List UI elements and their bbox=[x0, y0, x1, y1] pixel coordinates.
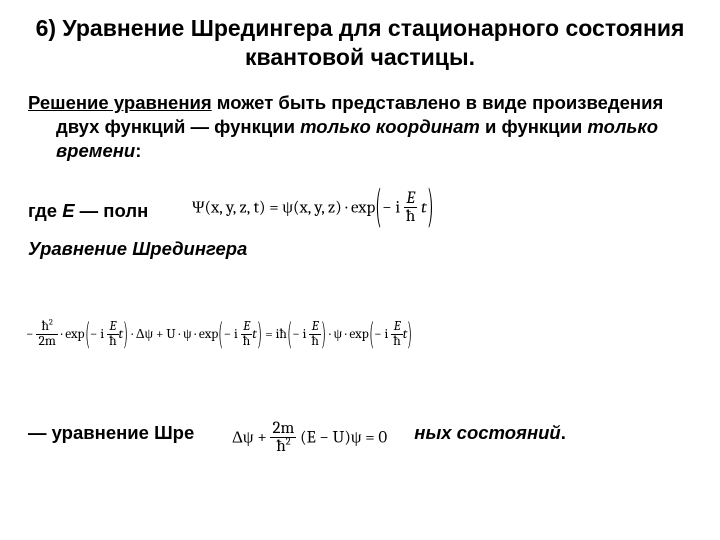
eq2-h2b: ħ bbox=[241, 335, 252, 350]
eq2-frac1: ħ2 2m bbox=[36, 320, 57, 349]
eq2-E1: E bbox=[107, 320, 118, 335]
eq3-rest: (E − U)ψ = 0 bbox=[300, 429, 387, 448]
eq2-E3: E bbox=[309, 320, 320, 335]
eq2-t2: t bbox=[252, 327, 257, 342]
para1-underlined: Решение уравнения bbox=[28, 92, 212, 113]
eq1-t: t bbox=[421, 199, 427, 218]
where-label: где bbox=[28, 200, 62, 221]
eq3-hbar: ħ bbox=[276, 437, 285, 456]
eq2-h3: ħ bbox=[309, 335, 320, 350]
slide: 6) Уравнение Шредингера для стационарног… bbox=[0, 0, 720, 540]
last-italic: ных состояний bbox=[414, 422, 560, 443]
eq2-h4: ħ bbox=[391, 335, 402, 350]
eq1-lhs: Ψ(x, y, z, t) = ψ(x, y, z) · exp bbox=[192, 199, 375, 218]
paragraph-1: Решение уравнения может быть представлен… bbox=[28, 91, 692, 163]
eq2-dpsi: · Δψ + U · ψ · exp bbox=[131, 327, 218, 342]
eq1-E: E bbox=[404, 190, 417, 208]
eq2-2m: 2m bbox=[36, 335, 57, 350]
eq2-psiexp: · ψ · exp bbox=[329, 327, 369, 342]
eq2-fracE2: E ħ bbox=[241, 320, 252, 349]
eq2-E4: E bbox=[391, 320, 402, 335]
eq1-i: − i bbox=[382, 199, 400, 218]
eq2-E2: E bbox=[241, 320, 252, 335]
eq2-i1: − i bbox=[90, 327, 104, 342]
slide-title: 6) Уравнение Шредингера для стационарног… bbox=[28, 14, 692, 73]
eq2-i3: − i bbox=[292, 327, 306, 342]
eq3-2m: 2m bbox=[270, 420, 296, 438]
equation-1: Ψ(x, y, z, t) = ψ(x, y, z) · exp(− i E ħ… bbox=[188, 188, 438, 228]
eq2-eq: = iħ bbox=[265, 327, 287, 342]
last-end: . bbox=[561, 422, 566, 443]
spacer-4 bbox=[28, 393, 692, 421]
eq2-fracE4: E ħ bbox=[391, 320, 402, 349]
eq2-i2: − i bbox=[224, 327, 238, 342]
eq2-hbar-top: ħ bbox=[42, 319, 49, 334]
eq1-frac: E ħ bbox=[404, 190, 417, 226]
eq3-frac: 2m ħ2 bbox=[270, 420, 296, 456]
where-rest: — полн bbox=[75, 200, 149, 221]
eq-name-italic: Уравнение Шредингера bbox=[28, 238, 247, 259]
para1-text-c: : bbox=[135, 140, 141, 161]
eq2-exp1: · exp bbox=[61, 327, 85, 342]
eq2-h1: ħ bbox=[107, 335, 118, 350]
eq2-t1: t bbox=[119, 327, 124, 342]
eq2-minus: − bbox=[26, 327, 33, 342]
spacer-3 bbox=[28, 349, 692, 393]
body-text: Решение уравнения может быть представлен… bbox=[28, 91, 692, 445]
eq2-fracE1: E ħ bbox=[107, 320, 118, 349]
eq3-lhs: Δψ + bbox=[232, 429, 267, 448]
where-E: E bbox=[62, 200, 74, 221]
equation-3: Δψ + 2m ħ2 (E − U)ψ = 0 bbox=[228, 418, 391, 458]
para1-italic-1: только координат bbox=[300, 116, 480, 137]
last-a: — уравнение Шре bbox=[28, 422, 194, 443]
line-eq-name: Уравнение Шредингера bbox=[28, 237, 692, 261]
eq1-hbar: ħ bbox=[404, 208, 417, 226]
equation-2: − ħ2 2m · exp(− i E ħ t) · Δψ + U · ψ · … bbox=[22, 318, 417, 351]
para1-text-b: и функции bbox=[480, 116, 588, 137]
eq2-i4: − i bbox=[374, 327, 388, 342]
eq2-fracE3: E ħ bbox=[309, 320, 320, 349]
